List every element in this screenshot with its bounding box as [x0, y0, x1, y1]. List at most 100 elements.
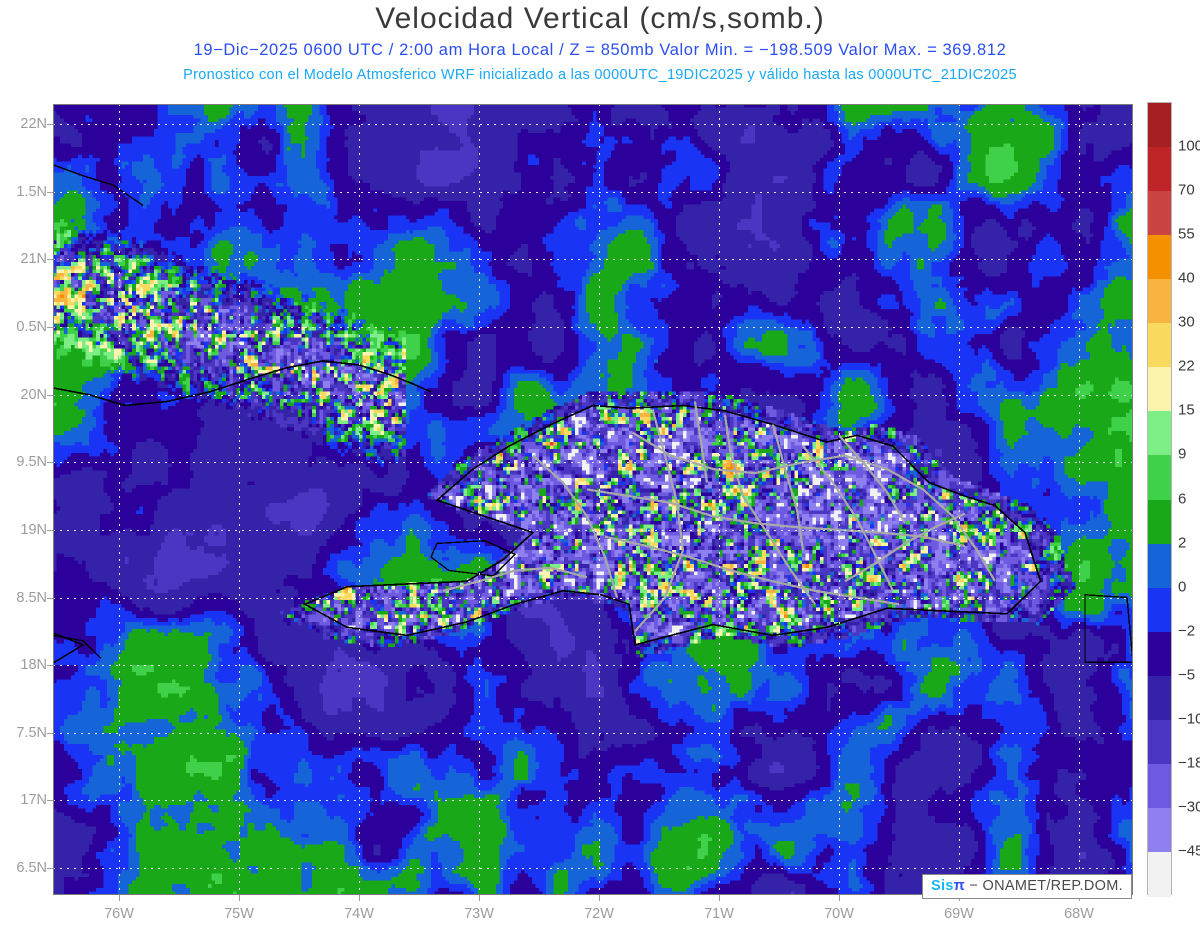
colorbar-tick-label: 6 — [1178, 490, 1187, 507]
colorbar-band — [1148, 367, 1171, 412]
colorbar-band — [1148, 411, 1171, 457]
map-plot-area — [53, 104, 1133, 895]
gridline-vertical — [359, 104, 360, 895]
longitude-tick — [359, 895, 360, 901]
colorbar-tick-label: 22 — [1178, 357, 1195, 375]
colorbar-band — [1148, 323, 1171, 368]
colorbar-band — [1148, 147, 1171, 192]
latitude-tick-label: 18N — [20, 657, 47, 674]
latitude-tick-label: 0.5N — [16, 319, 47, 336]
gridline-vertical — [959, 104, 960, 895]
header: Velocidad Vertical (cm/s,somb.) 19−Dic−2… — [0, 0, 1200, 95]
colorbar-band — [1148, 499, 1171, 545]
colorbar-band — [1148, 191, 1171, 236]
colorbar-tick-label: 55 — [1178, 225, 1195, 243]
latitude-tick — [47, 394, 53, 396]
contour-shading — [53, 104, 1133, 895]
gridline-horizontal — [53, 597, 1133, 599]
latitude-tick-label: 20N — [20, 386, 47, 403]
latitude-tick-label: 8.5N — [16, 589, 47, 606]
pi-logo-icon: π — [953, 878, 966, 894]
latitude-tick-label: 17N — [20, 792, 47, 809]
colorbar-tick-label: −2 — [1178, 622, 1196, 640]
gridline-horizontal — [53, 394, 1133, 396]
gridline-horizontal — [53, 124, 1133, 126]
longitude-tick-label: 75W — [224, 906, 254, 922]
longitude-tick — [839, 895, 840, 901]
colorbar-tick-label: 9 — [1178, 445, 1187, 463]
model-info-line: Pronostico con el Modelo Atmosferico WRF… — [183, 67, 1017, 83]
gridline-horizontal — [53, 800, 1133, 802]
sis-logo-text: Sis — [931, 878, 954, 894]
longitude-tick — [599, 895, 600, 901]
latitude-tick — [47, 462, 53, 464]
colorbar-band — [1148, 103, 1171, 148]
colorbar-band — [1148, 763, 1171, 809]
gridline-vertical — [119, 104, 120, 895]
gridline-vertical — [1079, 104, 1080, 895]
gridline-vertical — [239, 104, 240, 895]
latitude-tick — [47, 800, 53, 802]
latitude-tick-label: 6.5N — [16, 859, 47, 876]
colorbar-tick-label: −10 — [1178, 710, 1200, 728]
colorbar — [1147, 102, 1172, 897]
longitude-tick-label: 74W — [344, 906, 374, 922]
colorbar-tick-label: 15 — [1178, 401, 1195, 419]
latitude-tick-label: 21N — [20, 251, 47, 268]
gridline-horizontal — [53, 529, 1133, 531]
gridline-vertical — [599, 104, 600, 895]
gridline-horizontal — [53, 665, 1133, 667]
gridline-horizontal — [53, 732, 1133, 734]
colorbar-band — [1148, 587, 1171, 633]
attribution-text: − ONAMET/REP.DOM. — [969, 878, 1123, 894]
latitude-tick — [47, 597, 53, 599]
colorbar-tick-label: 2 — [1178, 534, 1187, 552]
colorbar-tick-label: −18 — [1178, 754, 1200, 772]
gridline-horizontal — [53, 462, 1133, 464]
longitude-tick-label: 71W — [704, 906, 734, 922]
longitude-tick-label: 68W — [1064, 906, 1094, 922]
latitude-tick — [47, 259, 53, 261]
longitude-axis: 76W 75W 74W 73W 72W 71W 70W 69W 68W — [0, 895, 1200, 927]
page-title: Velocidad Vertical (cm/s,somb.) — [375, 2, 825, 35]
latitude-tick-label: 1.5N — [16, 183, 47, 200]
latitude-tick — [47, 867, 53, 869]
colorbar-band — [1148, 235, 1171, 280]
latitude-tick-label: 22N — [20, 116, 47, 133]
colorbar-band — [1148, 675, 1171, 721]
latitude-tick — [47, 665, 53, 667]
attribution-box: Sisπ − ONAMET/REP.DOM. — [922, 874, 1132, 899]
latitude-tick — [47, 191, 53, 193]
colorbar-band — [1148, 851, 1171, 897]
colorbar-tick-label: 40 — [1178, 269, 1195, 287]
latitude-tick-label: 7.5N — [16, 724, 47, 741]
colorbar-tick-label: 30 — [1178, 313, 1195, 331]
longitude-tick — [119, 895, 120, 901]
vertical-velocity-field — [53, 104, 1133, 895]
latitude-tick — [47, 124, 53, 126]
gridline-horizontal — [53, 191, 1133, 193]
colorbar-tick-label: 100 — [1178, 137, 1200, 155]
colorbar-tick-label: 0 — [1178, 578, 1187, 596]
latitude-tick-label: 9.5N — [16, 454, 47, 471]
colorbar-band — [1148, 279, 1171, 324]
latitude-axis: 22N 1.5N 21N 0.5N 20N 9.5N 19N 8.5N 18N 7.5N 17N 6.… — [0, 104, 1200, 895]
colorbar-band — [1148, 543, 1171, 589]
forecast-meta-line: 19−Dic−2025 0600 UTC / 2:00 am Hora Loca… — [193, 41, 1007, 59]
colorbar-tick-label: 70 — [1178, 181, 1195, 199]
gridline-horizontal — [53, 327, 1133, 329]
colorbar-band — [1148, 719, 1171, 765]
colorbar-tick-label: −5 — [1178, 666, 1196, 684]
latitude-tick — [47, 327, 53, 329]
latitude-tick-label: 19N — [20, 521, 47, 538]
longitude-tick — [239, 895, 240, 901]
gridline-vertical — [719, 104, 720, 895]
longitude-tick-label: 76W — [104, 906, 134, 922]
longitude-tick-label: 70W — [824, 906, 854, 922]
colorbar-tick-label: −45 — [1178, 842, 1200, 860]
latitude-tick — [47, 529, 53, 531]
longitude-tick — [479, 895, 480, 901]
colorbar-tick-label: −30 — [1178, 798, 1200, 816]
gridline-vertical — [839, 104, 840, 895]
longitude-tick-label: 73W — [464, 906, 494, 922]
